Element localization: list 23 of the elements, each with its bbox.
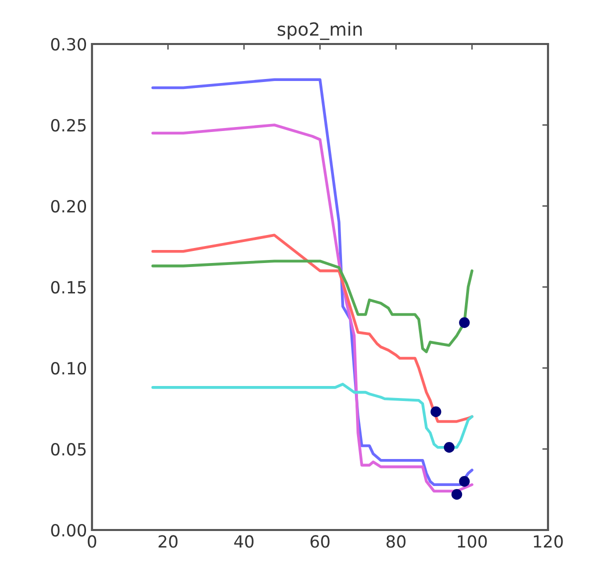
- y-tick-label: 0.30: [51, 38, 86, 51]
- x-tick-label: 40: [234, 535, 254, 548]
- x-tick-label: 0: [88, 535, 96, 548]
- point: [444, 442, 455, 453]
- y-tick-label: 0.20: [51, 200, 86, 213]
- line-series: [151, 382, 474, 449]
- line-series: [151, 234, 474, 423]
- point: [459, 476, 470, 487]
- point: [451, 489, 462, 500]
- point: [459, 317, 470, 328]
- y-tick-label: 0.25: [51, 118, 86, 132]
- y-tick-label: 0.15: [51, 280, 86, 294]
- chart-title: spo2_min: [278, 22, 362, 40]
- x-tick-label: 100: [458, 535, 487, 548]
- point: [430, 406, 442, 418]
- y-tick-label: 0.05: [51, 442, 86, 456]
- x-tick-label: 20: [158, 535, 178, 548]
- line-series: [151, 260, 474, 354]
- y-tick-label: 0.10: [51, 362, 86, 375]
- x-tick-label: 120: [534, 535, 563, 548]
- x-tick-label: 60: [310, 535, 330, 548]
- x-tick-label: 80: [386, 535, 406, 548]
- y-tick-label: 0.00: [51, 524, 86, 537]
